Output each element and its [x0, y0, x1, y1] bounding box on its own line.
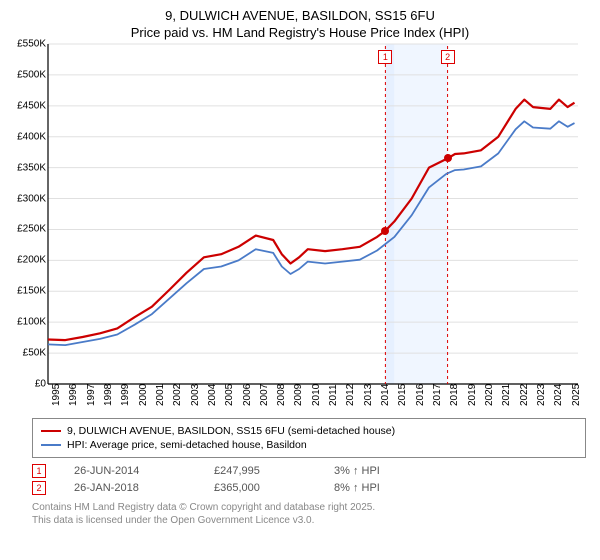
- sale-point: [444, 154, 452, 162]
- x-tick-label: 2008: [276, 384, 287, 406]
- x-tick-label: 2010: [311, 384, 322, 406]
- x-tick-label: 2002: [172, 384, 183, 406]
- x-tick-label: 2013: [363, 384, 374, 406]
- x-tick-label: 2009: [293, 384, 304, 406]
- x-tick-label: 1997: [86, 384, 97, 406]
- y-tick-label: £400K: [17, 131, 46, 142]
- y-tick-label: £200K: [17, 255, 46, 266]
- x-tick-label: 1999: [120, 384, 131, 406]
- x-tick-label: 1995: [51, 384, 62, 406]
- x-tick-label: 2007: [259, 384, 270, 406]
- sale-date: 26-JUN-2014: [74, 465, 214, 477]
- y-tick-label: £350K: [17, 162, 46, 173]
- y-tick-label: £500K: [17, 69, 46, 80]
- sale-point: [381, 227, 389, 235]
- sale-badge: 2: [32, 481, 46, 495]
- x-tick-label: 2024: [553, 384, 564, 406]
- chart-svg: [48, 44, 578, 384]
- legend-label-hpi: HPI: Average price, semi-detached house,…: [67, 439, 307, 451]
- footer-line1: Contains HM Land Registry data © Crown c…: [32, 501, 586, 514]
- x-tick-label: 2023: [536, 384, 547, 406]
- legend-swatch-price: [41, 430, 61, 432]
- x-tick-label: 2006: [242, 384, 253, 406]
- sale-badge: 1: [32, 464, 46, 478]
- footer-line2: This data is licensed under the Open Gov…: [32, 514, 586, 527]
- x-tick-label: 2020: [484, 384, 495, 406]
- y-tick-label: £50K: [23, 348, 46, 359]
- x-tick-label: 2022: [519, 384, 530, 406]
- x-tick-label: 2017: [432, 384, 443, 406]
- x-tick-label: 2021: [501, 384, 512, 406]
- x-tick-label: 2003: [190, 384, 201, 406]
- x-tick-label: 2005: [224, 384, 235, 406]
- sales-table: 1 26-JUN-2014£247,9953% ↑ HPI 2 26-JAN-2018…: [0, 464, 600, 495]
- legend-item-price: 9, DULWICH AVENUE, BASILDON, SS15 6FU (s…: [41, 425, 577, 437]
- sale-date: 26-JAN-2018: [74, 482, 214, 494]
- x-tick-label: 1996: [68, 384, 79, 406]
- x-tick-label: 2018: [449, 384, 460, 406]
- sale-row: 1 26-JUN-2014£247,9953% ↑ HPI: [32, 464, 600, 478]
- legend-label-price: 9, DULWICH AVENUE, BASILDON, SS15 6FU (s…: [67, 425, 395, 437]
- title-block: 9, DULWICH AVENUE, BASILDON, SS15 6FU Pr…: [0, 0, 600, 44]
- sale-pct: 8% ↑ HPI: [334, 482, 600, 494]
- legend-item-hpi: HPI: Average price, semi-detached house,…: [41, 439, 577, 451]
- y-axis: £0£50K£100K£150K£200K£250K£300K£350K£400…: [10, 44, 48, 384]
- footer: Contains HM Land Registry data © Crown c…: [32, 501, 586, 527]
- x-tick-label: 2011: [328, 384, 339, 406]
- x-tick-label: 2012: [345, 384, 356, 406]
- chart-container: 9, DULWICH AVENUE, BASILDON, SS15 6FU Pr…: [0, 0, 600, 560]
- y-tick-label: £550K: [17, 39, 46, 50]
- x-tick-label: 2001: [155, 384, 166, 406]
- sale-row: 2 26-JAN-2018£365,0008% ↑ HPI: [32, 481, 600, 495]
- y-tick-label: £150K: [17, 286, 46, 297]
- y-tick-label: £300K: [17, 193, 46, 204]
- x-tick-label: 2015: [397, 384, 408, 406]
- x-tick-label: 2025: [571, 384, 582, 406]
- y-tick-label: £100K: [17, 317, 46, 328]
- subtitle: Price paid vs. HM Land Registry's House …: [0, 25, 600, 40]
- x-tick-label: 1998: [103, 384, 114, 406]
- address-title: 9, DULWICH AVENUE, BASILDON, SS15 6FU: [0, 8, 600, 23]
- sale-marker-1: 1: [378, 50, 392, 64]
- y-tick-label: £0: [35, 379, 46, 390]
- sale-price: £247,995: [214, 465, 334, 477]
- legend: 9, DULWICH AVENUE, BASILDON, SS15 6FU (s…: [32, 418, 586, 458]
- x-tick-label: 2014: [380, 384, 391, 406]
- y-tick-label: £450K: [17, 100, 46, 111]
- chart-area: £0 £50K £100K £150K £200K £250K £300K £350K £400…: [10, 44, 590, 414]
- x-tick-label: 2019: [467, 384, 478, 406]
- x-tick-label: 2016: [415, 384, 426, 406]
- x-tick-label: 2004: [207, 384, 218, 406]
- y-tick-label: £250K: [17, 224, 46, 235]
- x-tick-label: 2000: [138, 384, 149, 406]
- legend-swatch-hpi: [41, 444, 61, 446]
- plot-region: 12: [48, 44, 578, 384]
- sale-pct: 3% ↑ HPI: [334, 465, 600, 477]
- sale-marker-2: 2: [441, 50, 455, 64]
- x-axis: 1995 1996 1997 1998 1999 2000 2001 2002 2003 2004…: [48, 384, 578, 414]
- sale-price: £365,000: [214, 482, 334, 494]
